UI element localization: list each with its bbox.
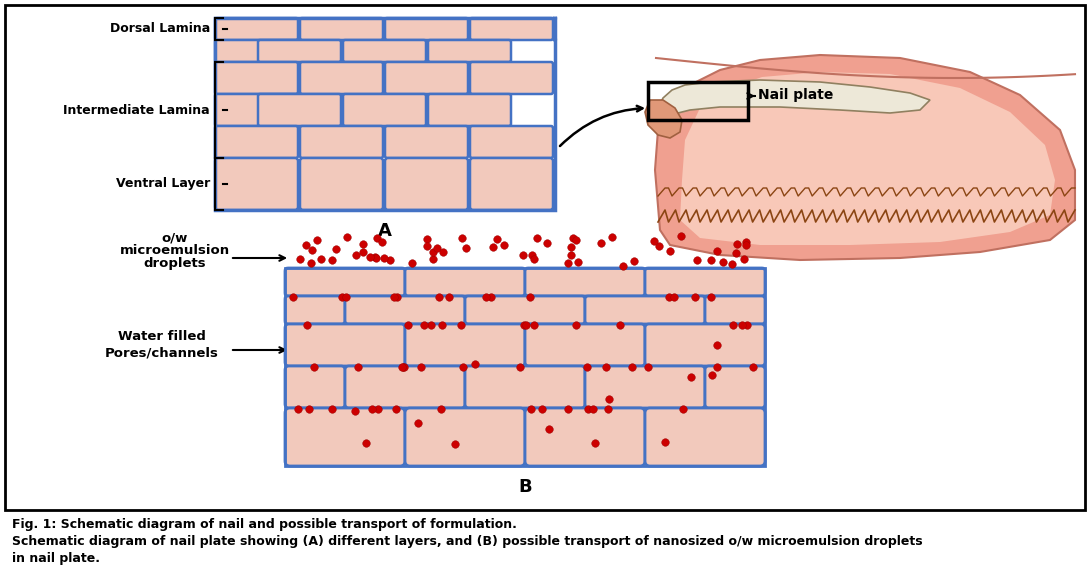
FancyBboxPatch shape	[343, 40, 426, 62]
FancyBboxPatch shape	[343, 94, 426, 126]
FancyBboxPatch shape	[465, 296, 585, 324]
FancyBboxPatch shape	[285, 296, 345, 324]
Polygon shape	[655, 55, 1075, 260]
Text: in nail plate.: in nail plate.	[12, 552, 100, 565]
Polygon shape	[658, 80, 930, 115]
FancyBboxPatch shape	[645, 268, 765, 296]
FancyBboxPatch shape	[585, 296, 705, 324]
FancyBboxPatch shape	[215, 126, 298, 158]
FancyBboxPatch shape	[300, 158, 383, 210]
FancyBboxPatch shape	[385, 158, 468, 210]
Bar	[285, 268, 765, 466]
Text: Ventral Layer: Ventral Layer	[116, 177, 210, 190]
Bar	[648, 82, 748, 120]
Text: Intermediate Lamina: Intermediate Lamina	[63, 103, 210, 117]
FancyBboxPatch shape	[215, 40, 298, 62]
FancyBboxPatch shape	[470, 18, 553, 40]
Text: Dorsal Lamina: Dorsal Lamina	[110, 23, 210, 35]
FancyBboxPatch shape	[385, 126, 468, 158]
FancyBboxPatch shape	[525, 268, 645, 296]
FancyBboxPatch shape	[525, 408, 645, 466]
Bar	[5, 5, 1085, 510]
Text: A: A	[378, 222, 392, 240]
FancyBboxPatch shape	[470, 62, 553, 94]
FancyBboxPatch shape	[300, 18, 383, 40]
FancyBboxPatch shape	[215, 158, 298, 210]
Text: Pores/channels: Pores/channels	[105, 346, 218, 360]
Text: o/w: o/w	[162, 231, 188, 245]
FancyBboxPatch shape	[385, 62, 468, 94]
FancyBboxPatch shape	[705, 296, 765, 324]
FancyBboxPatch shape	[428, 94, 511, 126]
FancyBboxPatch shape	[585, 366, 705, 408]
FancyBboxPatch shape	[405, 324, 525, 366]
Bar	[215, 18, 555, 210]
FancyBboxPatch shape	[285, 366, 345, 408]
FancyBboxPatch shape	[258, 40, 341, 62]
FancyBboxPatch shape	[470, 158, 553, 210]
FancyBboxPatch shape	[345, 296, 465, 324]
FancyBboxPatch shape	[385, 18, 468, 40]
Text: B: B	[519, 478, 532, 496]
FancyBboxPatch shape	[285, 408, 405, 466]
FancyBboxPatch shape	[465, 366, 585, 408]
Text: Water filled: Water filled	[118, 331, 206, 343]
Text: Nail plate: Nail plate	[758, 88, 833, 102]
FancyBboxPatch shape	[525, 324, 645, 366]
FancyBboxPatch shape	[300, 126, 383, 158]
FancyBboxPatch shape	[285, 324, 405, 366]
Text: Schematic diagram of nail plate showing (A) different layers, and (B) possible t: Schematic diagram of nail plate showing …	[12, 535, 923, 548]
Text: droplets: droplets	[144, 258, 206, 270]
FancyBboxPatch shape	[470, 126, 553, 158]
FancyBboxPatch shape	[553, 18, 557, 40]
FancyBboxPatch shape	[215, 94, 298, 126]
FancyBboxPatch shape	[405, 408, 525, 466]
FancyBboxPatch shape	[258, 94, 341, 126]
FancyBboxPatch shape	[300, 62, 383, 94]
FancyBboxPatch shape	[428, 40, 511, 62]
FancyBboxPatch shape	[705, 366, 765, 408]
FancyBboxPatch shape	[405, 268, 525, 296]
FancyBboxPatch shape	[285, 268, 405, 296]
FancyBboxPatch shape	[645, 324, 765, 366]
Text: microemulsion: microemulsion	[120, 245, 230, 258]
Polygon shape	[680, 72, 1055, 245]
Polygon shape	[645, 100, 682, 138]
Text: Fig. 1: Schematic diagram of nail and possible transport of formulation.: Fig. 1: Schematic diagram of nail and po…	[12, 518, 517, 531]
FancyBboxPatch shape	[215, 62, 298, 94]
FancyBboxPatch shape	[345, 366, 465, 408]
FancyBboxPatch shape	[215, 18, 298, 40]
FancyBboxPatch shape	[645, 408, 765, 466]
